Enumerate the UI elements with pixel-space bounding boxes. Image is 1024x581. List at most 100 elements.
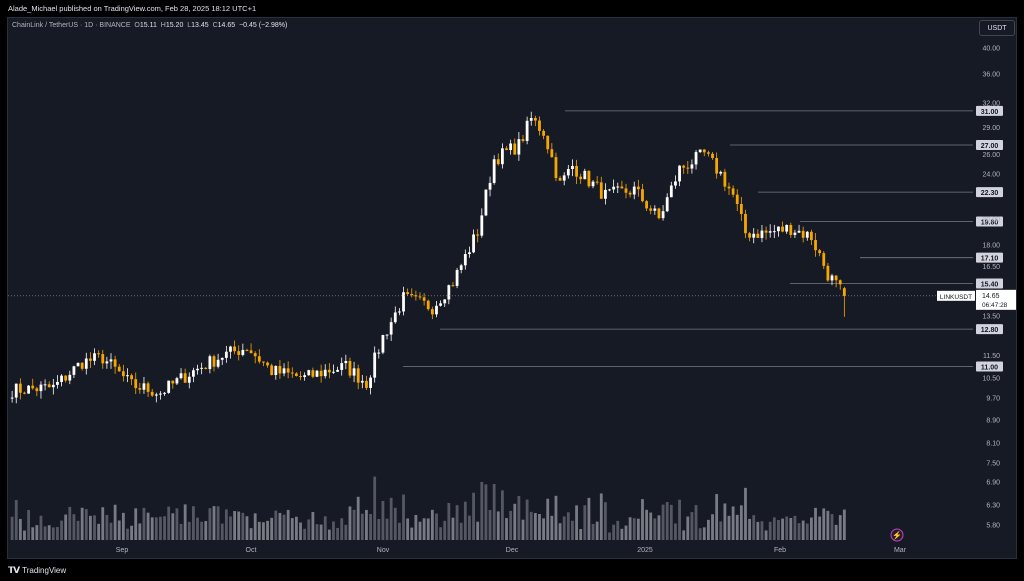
candle-body [719, 171, 723, 174]
volume-bar [126, 528, 129, 540]
candle-body [612, 186, 616, 190]
candle-body [764, 230, 768, 233]
volume-bar [183, 504, 187, 540]
candle-body [51, 384, 55, 388]
volume-bar [80, 507, 84, 540]
volume-bar [278, 512, 282, 540]
volume-bar [64, 514, 68, 540]
volume-bar [373, 476, 377, 540]
y-tick-label: 8.90 [986, 418, 1000, 425]
candle-body [443, 299, 447, 304]
candle-body [723, 171, 727, 187]
volume-bar [505, 518, 508, 540]
volume-bar [443, 520, 447, 540]
volume-bar [719, 521, 723, 540]
volume-bar [150, 517, 154, 540]
volume-bar [311, 511, 315, 540]
volume-bar [315, 524, 319, 540]
candle-body [365, 380, 368, 388]
candle-body [27, 385, 30, 394]
candle-body [566, 168, 570, 176]
candle-body [393, 312, 397, 323]
candle-body [142, 383, 146, 390]
candle-body [810, 231, 813, 241]
low-value: 13.45 [191, 22, 209, 29]
candle-body [538, 120, 541, 131]
candle-body [159, 393, 162, 395]
candle-body [632, 186, 636, 195]
candle-body [624, 188, 628, 193]
volume-bar [554, 495, 558, 540]
volume-bar [18, 518, 22, 540]
volume-bar [159, 516, 162, 540]
candle-body [509, 143, 513, 151]
volume-bar [760, 521, 764, 540]
high-value: 15.20 [165, 22, 184, 29]
volume-bar [546, 498, 550, 540]
candle-body [826, 265, 830, 281]
volume-bar [146, 512, 150, 540]
symbol-name[interactable]: ChainLink / TetherUS · 1D · BINANCE [12, 22, 131, 29]
candle-body [97, 353, 101, 355]
volume-bar [187, 521, 191, 540]
level-label-bg [976, 252, 1003, 263]
chart-panel[interactable] [7, 17, 1017, 559]
publisher-line: Alade_Michael published on TradingView.c… [8, 4, 257, 13]
level-label: 31.00 [981, 109, 999, 116]
volume-bar [727, 515, 731, 540]
candle-body [109, 359, 113, 362]
candle-body [43, 384, 47, 386]
volume-bar [365, 509, 368, 540]
candle-body [591, 181, 595, 187]
current-price-box [976, 289, 1016, 310]
candle-body [257, 356, 261, 362]
volume-bar [838, 515, 842, 540]
volume-bar [439, 527, 442, 540]
symbol-label: LINKUSDT [940, 294, 972, 301]
candle-body [18, 383, 22, 393]
y-tick-label: 20.00 [982, 217, 1000, 224]
candle-body [834, 275, 838, 281]
candle-body [678, 165, 681, 182]
volume-bar [735, 514, 739, 540]
candle-body [130, 375, 133, 380]
volume-bar [748, 518, 751, 540]
candle-body [352, 368, 356, 376]
x-tick-label: Mar [894, 547, 907, 554]
volume-bar [327, 529, 331, 540]
candle-body [496, 159, 500, 165]
volume-bar [793, 515, 797, 540]
candle-body [542, 130, 545, 136]
candle-body [237, 351, 241, 355]
volume-bar [196, 517, 199, 540]
volume-bar [459, 522, 463, 540]
volume-bar [35, 525, 39, 540]
level-label: 15.40 [981, 282, 999, 289]
candle-body [657, 208, 661, 219]
candle-body [336, 369, 339, 372]
level-label-bg [976, 216, 1003, 227]
candle-body [60, 375, 63, 382]
candle-body [801, 230, 805, 238]
candle-body [550, 149, 554, 158]
candle-body [525, 120, 529, 141]
candle-body [628, 192, 632, 195]
volume-bar [542, 518, 545, 540]
candle-body [505, 148, 508, 151]
currency-button[interactable]: USDT [979, 20, 1015, 36]
candle-body [641, 189, 644, 202]
volume-bar [393, 507, 397, 540]
volume-bar [138, 523, 142, 540]
volume-bar [599, 493, 603, 540]
volume-bar [39, 515, 43, 540]
volume-bar [620, 528, 624, 540]
volume-bar [768, 521, 772, 540]
volume-bar [241, 512, 245, 540]
y-tick-label: 16.50 [982, 264, 1000, 271]
volume-bar [604, 502, 607, 540]
volume-bar [649, 512, 653, 540]
candle-body [10, 397, 14, 399]
candle-body [830, 275, 834, 281]
candle-body [727, 186, 731, 189]
